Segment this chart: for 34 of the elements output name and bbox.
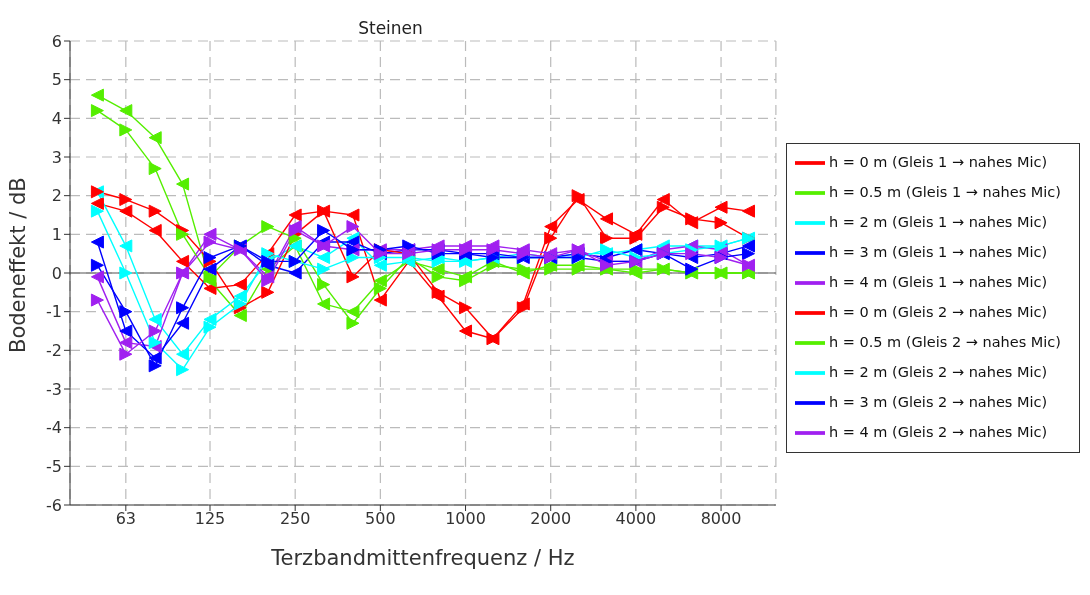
- legend-label: h = 0 m (Gleis 1 → nahes Mic): [828, 153, 1048, 170]
- y-tick-label: 4: [51, 109, 62, 129]
- x-tick-label: 4000: [615, 509, 657, 529]
- y-tick-label: 1: [51, 225, 62, 245]
- x-tick-label: 125: [194, 509, 226, 529]
- y-tick-label: 6: [51, 31, 62, 51]
- y-axis-title: Bodeneffekt / dB: [6, 177, 31, 353]
- y-tick-label: -5: [46, 457, 62, 477]
- legend-label: h = 0 m (Gleis 2 → nahes Mic): [828, 303, 1048, 320]
- y-tick-label: -2: [46, 341, 62, 361]
- legend-label: h = 2 m (Gleis 1 → nahes Mic): [828, 213, 1048, 230]
- legend-label: h = 0.5 m (Gleis 2 → nahes Mic): [828, 333, 1061, 350]
- y-tick-label: -3: [46, 379, 62, 399]
- y-tick-label: -1: [46, 302, 62, 322]
- x-tick-label: 8000: [700, 509, 742, 529]
- y-tick-label: 5: [51, 70, 62, 90]
- chart-title: Steinen: [357, 18, 424, 38]
- legend-label: h = 3 m (Gleis 1 → nahes Mic): [828, 243, 1048, 260]
- x-tick-label: 63: [115, 509, 136, 529]
- legend-label: h = 3 m (Gleis 2 → nahes Mic): [828, 393, 1048, 410]
- y-tick-label: -6: [46, 495, 62, 515]
- legend-label: h = 2 m (Gleis 2 → nahes Mic): [828, 363, 1048, 380]
- legend-label: h = 0.5 m (Gleis 1 → nahes Mic): [828, 183, 1061, 200]
- y-tick-label: 2: [51, 186, 62, 206]
- y-tick-label: 0: [51, 263, 62, 283]
- legend-label: h = 4 m (Gleis 1 → nahes Mic): [828, 273, 1048, 290]
- x-tick-label: 1000: [445, 509, 486, 529]
- x-tick-label: 2000: [530, 509, 572, 529]
- y-tick-label: -4: [46, 418, 62, 438]
- y-tick-label: 3: [51, 147, 62, 167]
- x-tick-label: 500: [365, 509, 396, 529]
- legend-label: h = 4 m (Gleis 2 → nahes Mic): [828, 423, 1048, 440]
- x-tick-label: 250: [279, 509, 311, 529]
- x-axis-title: Terzbandmittenfrequenz / Hz: [270, 546, 575, 570]
